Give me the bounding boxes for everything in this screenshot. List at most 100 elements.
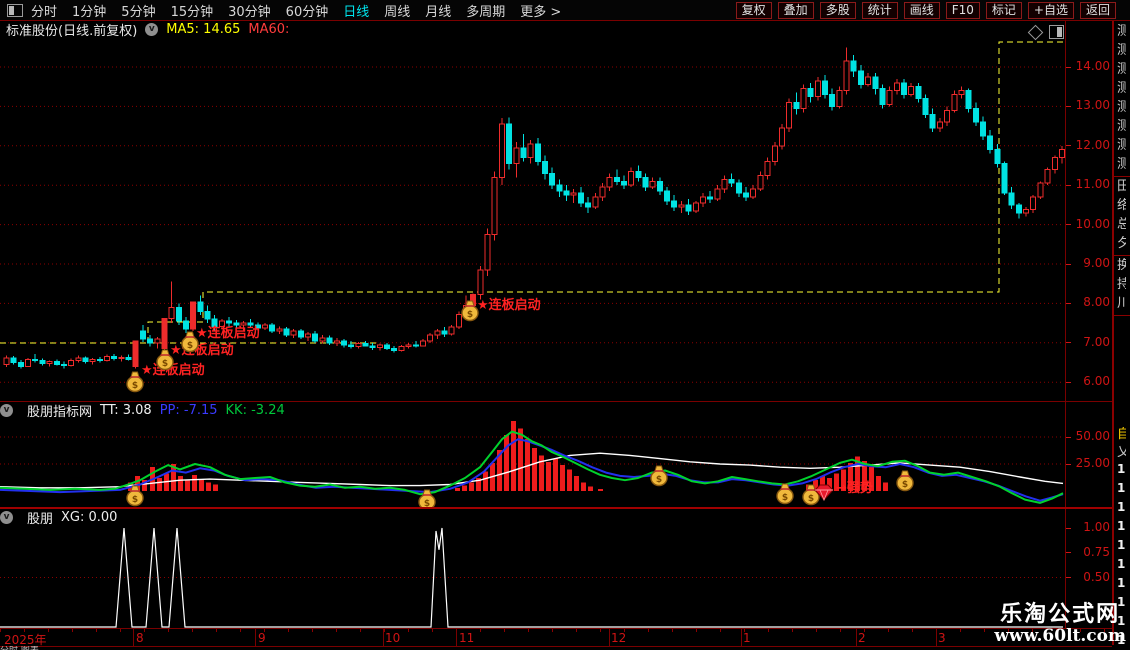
chart-header: 标准股份(日线.前复权) v MA5: 14.65 MA60: bbox=[0, 21, 1060, 39]
date-axis[interactable]: 2025年 8 9 10 11 12 1 2 3 bbox=[0, 628, 1112, 647]
toolbar-button[interactable]: 画线 bbox=[903, 1, 940, 19]
timeframe-item[interactable]: 30分钟 bbox=[228, 4, 271, 20]
indicator2-chart[interactable] bbox=[0, 525, 1065, 628]
strip-glyph: 测 bbox=[1117, 62, 1126, 79]
month-separator bbox=[133, 629, 134, 646]
toolbar-button[interactable]: 统计 bbox=[861, 1, 898, 19]
strip-digit: 1 bbox=[1117, 557, 1126, 571]
month-label: 1 bbox=[743, 631, 751, 645]
money-bag-icon: $ bbox=[776, 483, 794, 505]
axis-tick-label: 1.00 bbox=[1083, 520, 1110, 534]
timeframe-menu: 分时 1分钟 5分钟 15分钟 30分钟 60分钟 日线 周线 月线 多周期 更多 > bbox=[31, 1, 561, 20]
month-separator bbox=[856, 629, 857, 646]
toolbar-button[interactable]: F10 bbox=[945, 1, 980, 19]
strip-digit: 1 bbox=[1117, 519, 1126, 533]
xg-line bbox=[0, 527, 1063, 628]
svg-text:$: $ bbox=[162, 359, 168, 369]
money-bag-icon: $ bbox=[126, 485, 144, 507]
timeframe-item[interactable]: 15分钟 bbox=[170, 4, 214, 20]
timeframe-item[interactable]: 分时 bbox=[31, 4, 58, 20]
axis-tick-label: 10.00 bbox=[1075, 216, 1110, 231]
axis-tick bbox=[1066, 66, 1071, 68]
bottom-clipped-row: 分时 图表 bbox=[0, 646, 1130, 650]
chevron-down-icon[interactable]: v bbox=[0, 510, 13, 524]
right-side-strip[interactable]: 测测测测测测测测田络总夕换持川自乂1111111111 bbox=[1112, 21, 1130, 645]
timeframe-item[interactable]: 周线 bbox=[384, 4, 411, 20]
axis-tick bbox=[1066, 436, 1071, 438]
timeframe-item[interactable]: 更多 > bbox=[520, 4, 562, 20]
money-bag-icon: $ bbox=[461, 300, 479, 322]
axis-tick-label: 12.00 bbox=[1075, 137, 1110, 152]
pane-toggle-icon[interactable] bbox=[1049, 25, 1064, 39]
svg-text:$: $ bbox=[424, 499, 430, 507]
svg-text:$: $ bbox=[187, 341, 193, 351]
signal-label: ★连板启动 bbox=[196, 325, 260, 341]
axis-tick-label: 8.00 bbox=[1083, 295, 1110, 310]
month-separator bbox=[456, 629, 457, 646]
toolbar-button[interactable]: 叠加 bbox=[777, 1, 814, 19]
timeframe-item[interactable]: 多周期 bbox=[466, 4, 506, 20]
money-bag-icon: $ bbox=[802, 484, 820, 506]
top-toolbar: 分时 1分钟 5分钟 15分钟 30分钟 60分钟 日线 周线 月线 多周期 更多 > 复权 叠加 多股… bbox=[0, 0, 1130, 21]
strip-glyph-highlight: 自 bbox=[1117, 427, 1126, 444]
toolbar-button[interactable]: 标记 bbox=[985, 1, 1022, 19]
axis-tick bbox=[1066, 105, 1071, 107]
timeframe-item[interactable]: 日线 bbox=[343, 4, 370, 20]
money-bag-icon: $ bbox=[650, 465, 668, 487]
month-label: 11 bbox=[459, 631, 475, 645]
date-ticks bbox=[0, 629, 1112, 632]
strip-glyph: 田 bbox=[1117, 179, 1126, 196]
signal-label: →强势 bbox=[836, 480, 873, 496]
strip-glyph: 乂 bbox=[1117, 445, 1126, 462]
main-candlestick-chart[interactable]: $★连板启动$★连板启动$★连板启动$★连板启动 bbox=[0, 38, 1065, 402]
window-split-icon[interactable] bbox=[7, 3, 23, 17]
strip-glyph: 测 bbox=[1117, 138, 1126, 155]
watermark: 乐淘公式网 www.60lt.com bbox=[994, 602, 1126, 646]
month-separator bbox=[936, 629, 937, 646]
axis-tick bbox=[1066, 224, 1071, 226]
axis-tick bbox=[1066, 263, 1071, 265]
xg-value: XG: 0.00 bbox=[61, 509, 118, 525]
signal-label: ★连板启动 bbox=[477, 297, 541, 313]
toolbar-button[interactable]: 多股 bbox=[819, 1, 856, 19]
strip-glyph: 测 bbox=[1117, 43, 1126, 60]
strip-digit: 1 bbox=[1117, 576, 1126, 590]
indicator1-chart[interactable]: $ $ $ $ $ $ →强势 bbox=[0, 417, 1065, 507]
svg-text:$: $ bbox=[132, 381, 138, 391]
toolbar-button[interactable]: 返回 bbox=[1079, 1, 1116, 19]
chevron-down-icon[interactable]: v bbox=[145, 23, 159, 36]
indicator-line-white bbox=[0, 452, 1064, 489]
money-bag-icon: $ bbox=[126, 371, 144, 393]
toolbar-button[interactable]: 复权 bbox=[735, 1, 772, 19]
toolbar-right-buttons: 复权 叠加 多股 统计 画线 F10 标记 +自选 返回 bbox=[735, 1, 1116, 19]
strip-digit: 1 bbox=[1117, 500, 1126, 514]
strip-digit: 1 bbox=[1117, 614, 1126, 628]
axis-tick-label: 0.75 bbox=[1083, 544, 1110, 559]
strip-glyph: 换 bbox=[1117, 258, 1126, 275]
timeframe-item[interactable]: 1分钟 bbox=[72, 4, 107, 20]
timeframe-item[interactable]: 5分钟 bbox=[121, 4, 156, 20]
gem-icon bbox=[814, 484, 834, 502]
axis-tick bbox=[1066, 463, 1071, 465]
tt-value: TT: 3.08 bbox=[100, 402, 152, 418]
axis-tick-label: 9.00 bbox=[1083, 256, 1110, 270]
axis-tick bbox=[1066, 381, 1071, 383]
svg-text:$: $ bbox=[132, 495, 138, 505]
month-separator bbox=[609, 629, 610, 646]
axis-divider-line bbox=[1065, 21, 1066, 628]
panel-divider-2 bbox=[0, 507, 1112, 509]
watermark-line1: 乐淘公式网 bbox=[1000, 602, 1121, 628]
indicator1-header: v 股朋指标网 TT: 3.08 PP: -7.15 KK: -3.24 bbox=[0, 402, 285, 420]
month-label: 9 bbox=[258, 631, 266, 645]
strip-glyph: 测 bbox=[1117, 119, 1126, 136]
axis-tick bbox=[1066, 184, 1071, 186]
chevron-down-icon[interactable]: v bbox=[0, 403, 13, 417]
timeframe-item[interactable]: 月线 bbox=[425, 4, 452, 20]
svg-text:$: $ bbox=[656, 475, 662, 485]
axis-tick bbox=[1066, 552, 1071, 554]
strip-separator bbox=[1114, 176, 1130, 177]
toolbar-button[interactable]: +自选 bbox=[1027, 1, 1074, 19]
timeframe-item[interactable]: 60分钟 bbox=[285, 4, 329, 20]
money-bag-icon: $ bbox=[418, 489, 436, 507]
bottom-sliver-text: 分时 图表 bbox=[0, 646, 39, 650]
